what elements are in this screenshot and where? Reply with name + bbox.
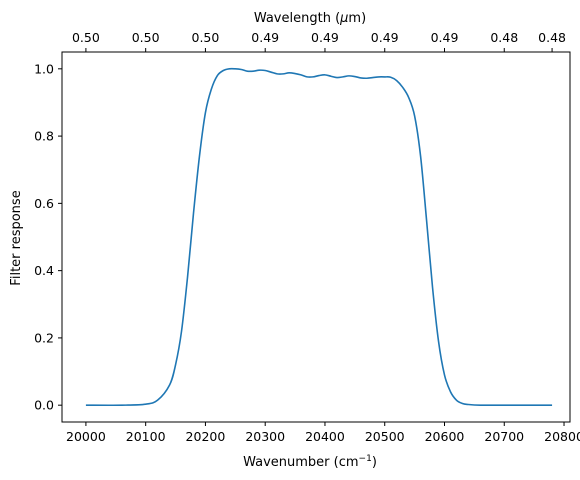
top-tick-label: 0.50	[72, 30, 100, 45]
top-tick-label: 0.49	[371, 30, 399, 45]
top-tick-label: 0.49	[251, 30, 279, 45]
x-tick-label: 20800	[544, 429, 580, 444]
top-tick-label: 0.49	[311, 30, 339, 45]
x-tick-label: 20200	[186, 429, 226, 444]
top-tick-label: 0.48	[538, 30, 566, 45]
x-tick-label: 20300	[245, 429, 285, 444]
x-tick-label: 20600	[425, 429, 465, 444]
top-tick-label: 0.49	[431, 30, 459, 45]
top-tick-label: 0.50	[132, 30, 160, 45]
top-tick-label: 0.48	[490, 30, 518, 45]
top-tick-label: 0.50	[192, 30, 220, 45]
x-tick-label: 20000	[66, 429, 106, 444]
x-axis-label: Wavenumber (cm−1)	[243, 454, 377, 470]
y-tick-label: 1.0	[34, 61, 54, 76]
x-tick-label: 20500	[365, 429, 405, 444]
series-line	[85, 67, 553, 407]
top-axis-label-mu: μ	[339, 11, 348, 26]
x-tick-label: 20400	[305, 429, 345, 444]
plot-frame	[61, 51, 571, 423]
y-tick-label: 0.0	[34, 398, 54, 413]
y-axis-label: Filter response	[9, 190, 24, 285]
y-tick-label: 0.6	[34, 196, 54, 211]
top-axis-ticks: 0.50 0.50 0.50 0.49 0.49 0.49 0.49 0.48 0.48	[72, 30, 566, 52]
y-tick-label: 0.2	[34, 330, 54, 345]
x-tick-label: 20700	[484, 429, 524, 444]
x-axis-ticks: 20000 20100 20200 20300 20400 20500 20600 20700…	[66, 422, 580, 444]
y-tick-label: 0.4	[34, 263, 54, 278]
top-axis-label: Wavelength (μm)	[254, 11, 366, 26]
x-tick-label: 20100	[126, 429, 166, 444]
x-axis-label-superscript: −1	[359, 454, 372, 464]
y-axis-ticks: 0.0 0.2 0.4 0.6 0.8 1.0	[34, 61, 62, 413]
y-tick-label: 0.8	[34, 129, 54, 144]
